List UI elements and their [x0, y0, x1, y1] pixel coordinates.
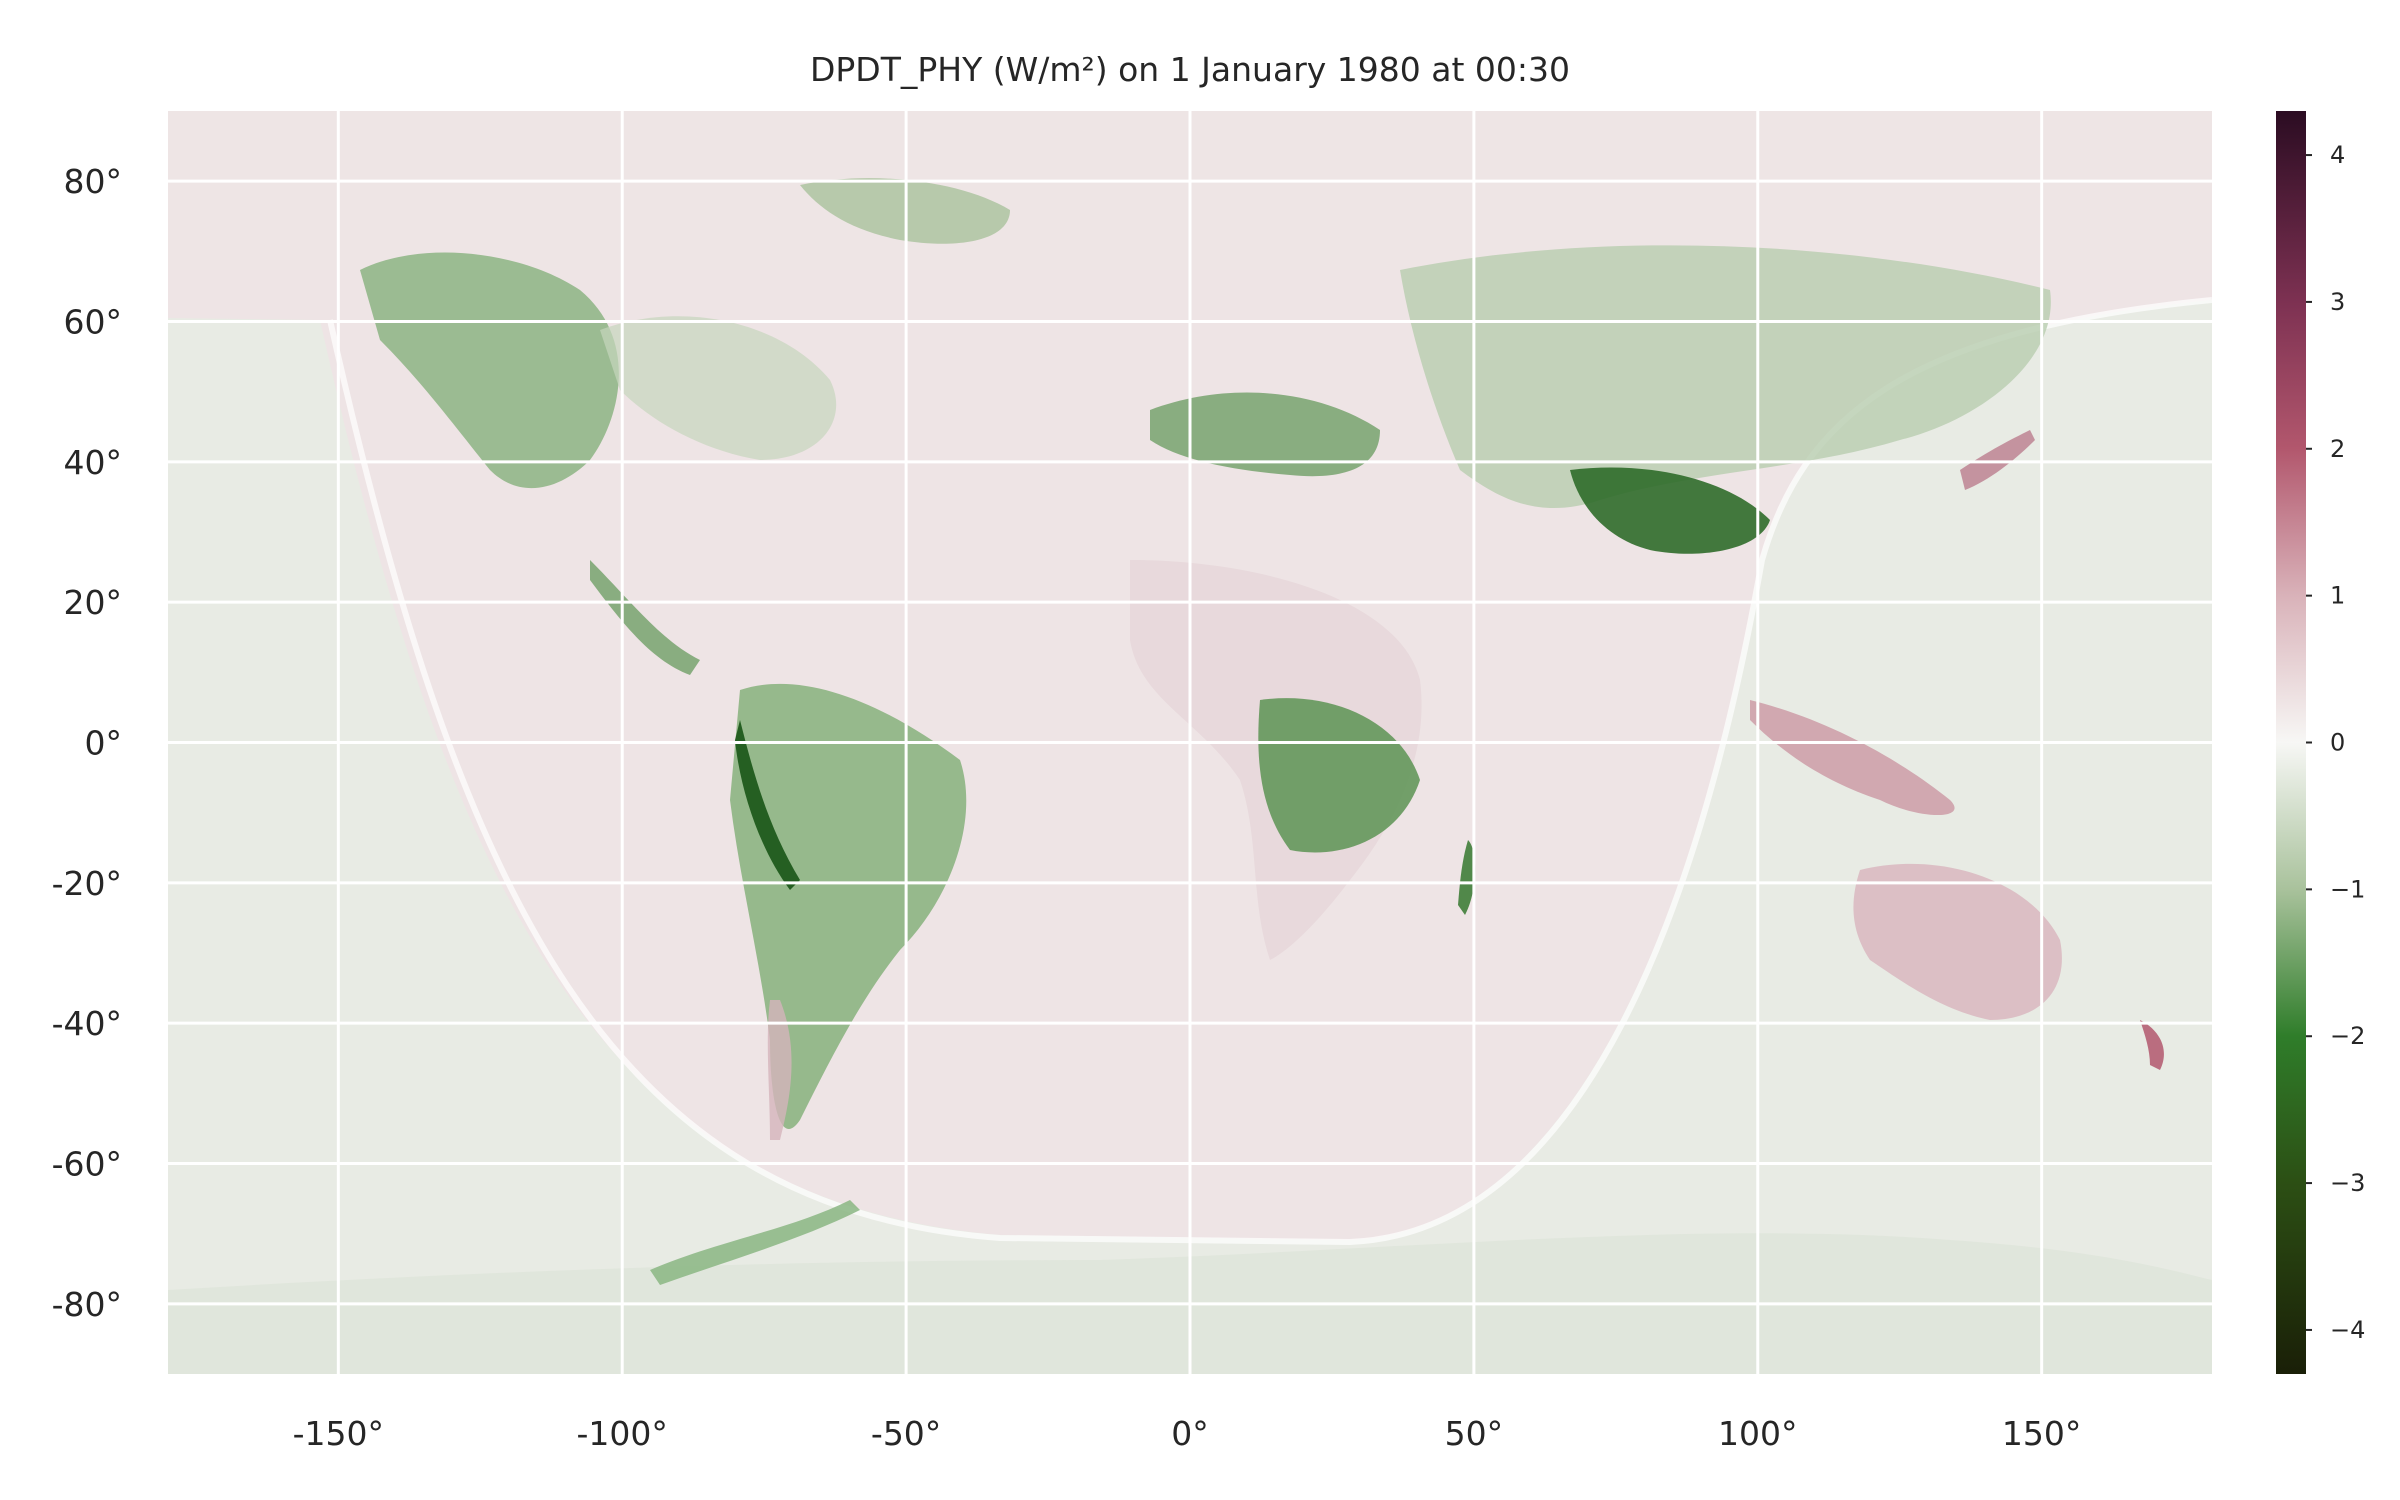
land-madagascar — [1458, 840, 1476, 915]
land-north-america-east — [600, 316, 837, 460]
y-tick-label: 80° — [64, 162, 123, 201]
x-tick-label: -100° — [577, 1414, 668, 1453]
x-tick-label: 100° — [1718, 1414, 1798, 1453]
land-patagonia — [767, 1000, 792, 1140]
y-tick-label: 0° — [85, 724, 123, 763]
y-tick-label: 60° — [64, 303, 123, 342]
chart-title: DPDT_PHY (W/m²) on 1 January 1980 at 00:… — [810, 50, 1570, 89]
x-tick-label: -50° — [871, 1414, 941, 1453]
colorbar-tick-label: −1 — [2330, 875, 2365, 903]
y-tick-label: 40° — [64, 443, 123, 482]
colorbar-tick-label: 1 — [2330, 582, 2345, 610]
land-australia — [1853, 863, 2062, 1020]
land-southeast-asia — [1750, 700, 1955, 815]
land-antarctic-peninsula — [650, 1200, 860, 1285]
colorbar-tick-label: −4 — [2330, 1316, 2365, 1344]
x-tick-label: 50° — [1445, 1414, 1504, 1453]
land-japan — [1960, 430, 2035, 490]
plot-area — [168, 111, 2212, 1374]
land-north-america — [360, 252, 619, 489]
x-tick-label: 150° — [2002, 1414, 2082, 1453]
y-tick-label: -20° — [52, 864, 122, 903]
y-axis-tick-labels: 80° 60° 40° 20° 0° -20° -40° -60° -80° — [52, 162, 122, 1324]
y-tick-label: -40° — [52, 1004, 122, 1043]
colorbar-tick-label: 2 — [2330, 435, 2345, 463]
colorbar-tick-labels: 4 3 2 1 0 −1 −2 −3 −4 — [2306, 141, 2365, 1344]
land-central-africa — [1258, 698, 1420, 853]
x-axis-tick-labels: -150° -100° -50° 0° 50° 100° 150° — [293, 1414, 2082, 1453]
land-new-zealand — [2140, 1020, 2164, 1070]
x-tick-label: 0° — [1171, 1414, 1209, 1453]
colorbar-tick-label: −3 — [2330, 1169, 2365, 1197]
y-tick-label: -80° — [52, 1285, 122, 1324]
y-tick-label: -60° — [52, 1145, 122, 1184]
colorbar-tick-label: 3 — [2330, 288, 2345, 316]
colorbar — [2276, 111, 2306, 1374]
y-tick-label: 20° — [64, 583, 123, 622]
land-andes — [735, 720, 800, 890]
grid-lines — [168, 111, 2212, 1374]
land-tibet — [1570, 467, 1770, 554]
land-asia — [1400, 245, 2051, 509]
land-europe — [1150, 392, 1380, 477]
colorbar-tick-label: −2 — [2330, 1022, 2365, 1050]
land-central-america — [590, 560, 700, 675]
colorbar-tick-label: 4 — [2330, 141, 2345, 169]
colorbar-tick-label: 0 — [2330, 729, 2345, 757]
x-tick-label: -150° — [293, 1414, 384, 1453]
